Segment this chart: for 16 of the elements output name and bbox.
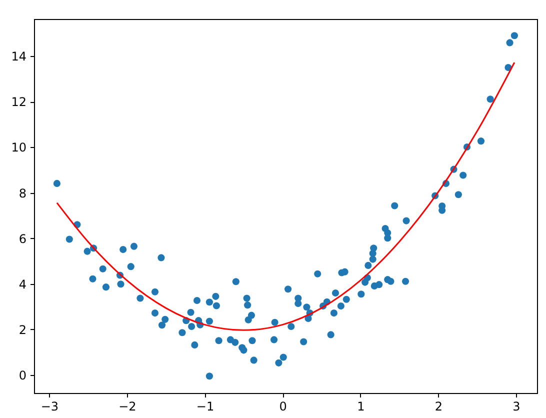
y-tick-label: 8 (18, 186, 26, 200)
x-tick-label: −3 (40, 400, 59, 414)
y-tick-label: 10 (11, 140, 26, 155)
x-tick-label: 1 (357, 400, 365, 414)
x-tick-label: 2 (434, 400, 443, 414)
y-tick-label: 4 (18, 277, 26, 292)
y-tick-label: 6 (18, 232, 26, 246)
x-tick-label: 0 (279, 400, 287, 414)
x-tick-label: −1 (196, 400, 214, 414)
x-tick-label: 3 (512, 400, 520, 414)
y-tick-label: 14 (11, 50, 26, 64)
x-tick-label: −2 (118, 400, 136, 414)
y-tick-label: 0 (18, 368, 26, 383)
y-tick-label: 12 (11, 95, 26, 110)
line-series (56, 62, 516, 331)
y-tick-label: 2 (18, 322, 26, 337)
